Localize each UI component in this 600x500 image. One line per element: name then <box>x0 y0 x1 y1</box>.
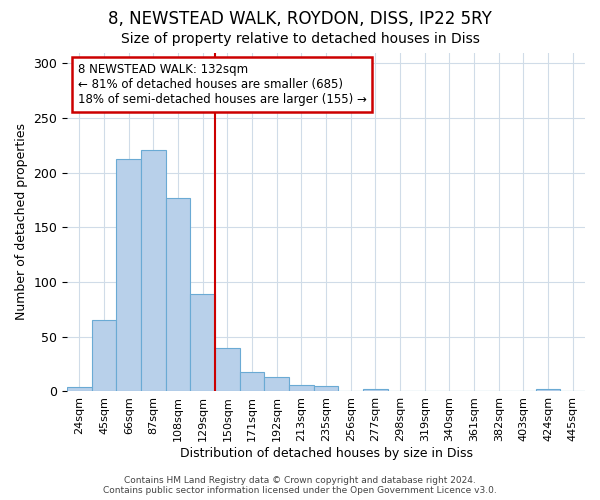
Text: Contains HM Land Registry data © Crown copyright and database right 2024.
Contai: Contains HM Land Registry data © Crown c… <box>103 476 497 495</box>
Text: Size of property relative to detached houses in Diss: Size of property relative to detached ho… <box>121 32 479 46</box>
Bar <box>166 198 190 392</box>
Text: 8 NEWSTEAD WALK: 132sqm
← 81% of detached houses are smaller (685)
18% of semi-d: 8 NEWSTEAD WALK: 132sqm ← 81% of detache… <box>77 62 367 106</box>
Bar <box>363 390 388 392</box>
Bar <box>265 377 289 392</box>
Bar <box>536 390 560 392</box>
Bar <box>92 320 116 392</box>
Bar <box>116 158 141 392</box>
Bar <box>240 372 265 392</box>
Bar <box>67 387 92 392</box>
Bar <box>141 150 166 392</box>
Bar <box>190 294 215 392</box>
X-axis label: Distribution of detached houses by size in Diss: Distribution of detached houses by size … <box>179 447 473 460</box>
Y-axis label: Number of detached properties: Number of detached properties <box>15 124 28 320</box>
Bar <box>289 385 314 392</box>
Bar <box>314 386 338 392</box>
Text: 8, NEWSTEAD WALK, ROYDON, DISS, IP22 5RY: 8, NEWSTEAD WALK, ROYDON, DISS, IP22 5RY <box>108 10 492 28</box>
Bar <box>215 348 240 392</box>
